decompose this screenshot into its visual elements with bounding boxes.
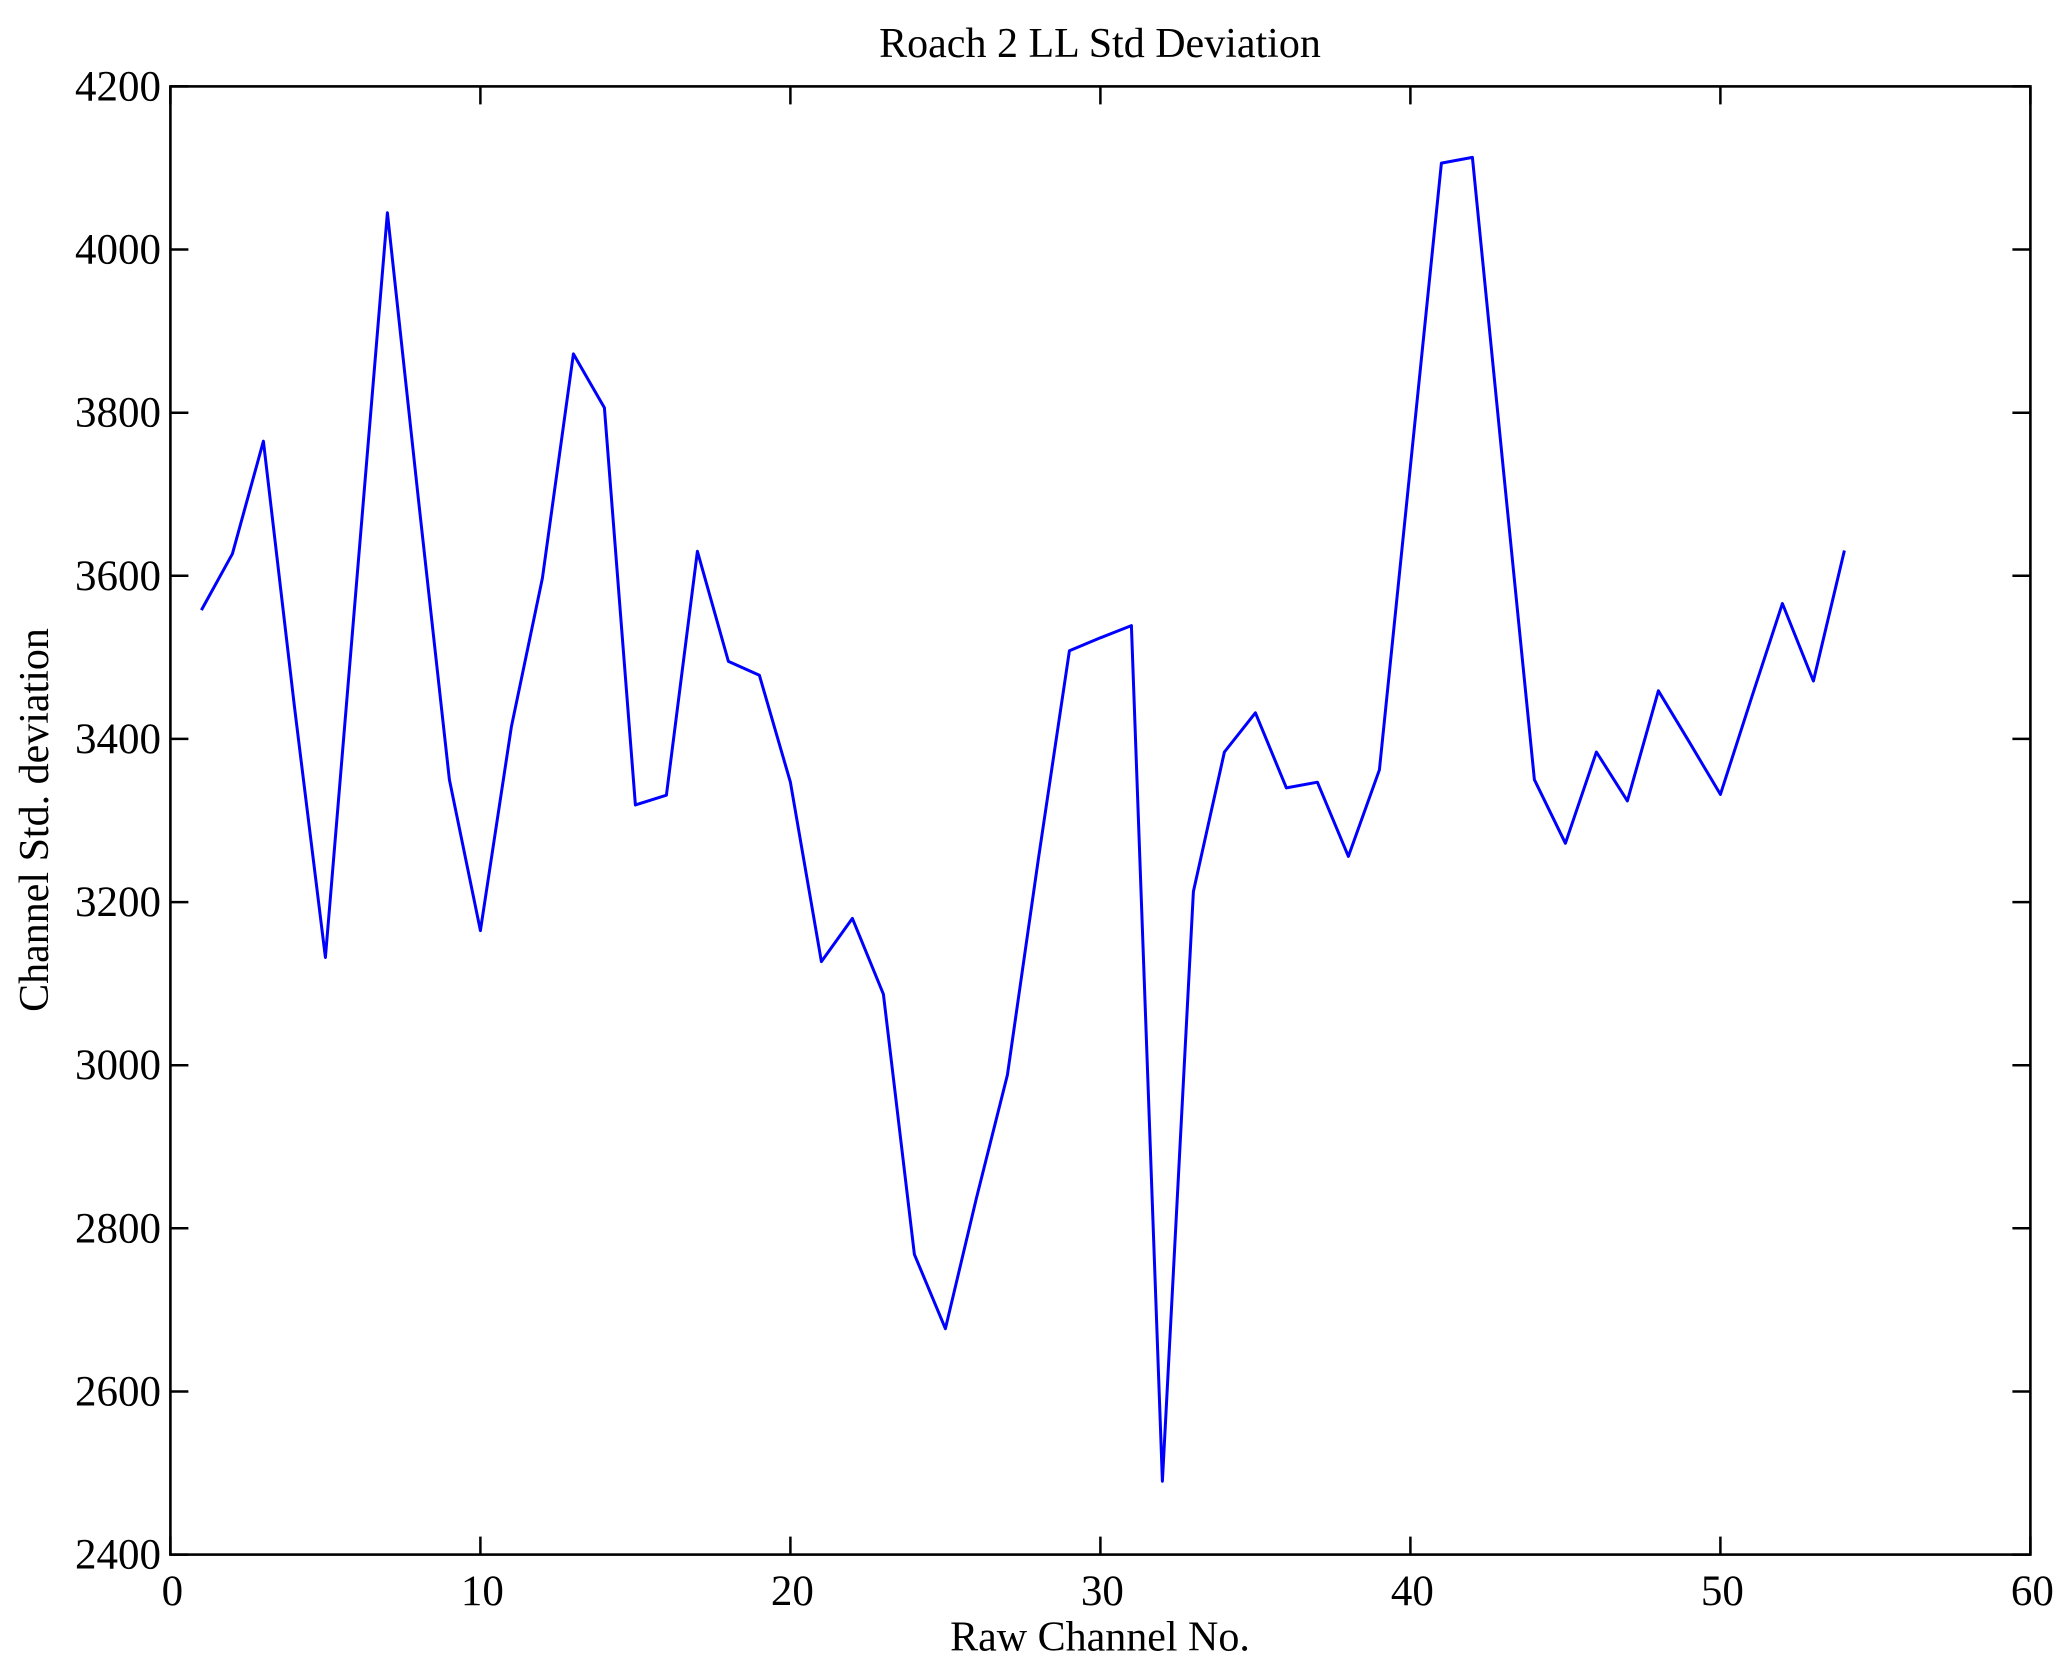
svg-text:20: 20 (771, 1568, 814, 1615)
svg-text:30: 30 (1081, 1568, 1124, 1615)
svg-text:3000: 3000 (75, 1042, 161, 1089)
svg-text:4200: 4200 (75, 63, 161, 110)
svg-text:50: 50 (1701, 1568, 1744, 1615)
svg-text:3400: 3400 (75, 716, 161, 763)
svg-text:2600: 2600 (75, 1369, 161, 1416)
svg-text:3600: 3600 (75, 553, 161, 600)
svg-text:10: 10 (461, 1568, 504, 1615)
svg-text:4000: 4000 (75, 227, 161, 274)
svg-text:3800: 3800 (75, 390, 161, 437)
svg-text:0: 0 (162, 1568, 184, 1615)
svg-text:3200: 3200 (75, 879, 161, 926)
svg-text:Channel Std. deviation: Channel Std. deviation (12, 628, 58, 1012)
svg-text:Raw Channel No.: Raw Channel No. (950, 1615, 1250, 1661)
svg-text:2800: 2800 (75, 1205, 161, 1252)
svg-text:60: 60 (2011, 1568, 2054, 1615)
svg-text:40: 40 (1391, 1568, 1434, 1615)
svg-text:2400: 2400 (75, 1532, 161, 1579)
svg-text:Roach 2 LL Std Deviation: Roach 2 LL Std Deviation (879, 21, 1321, 67)
